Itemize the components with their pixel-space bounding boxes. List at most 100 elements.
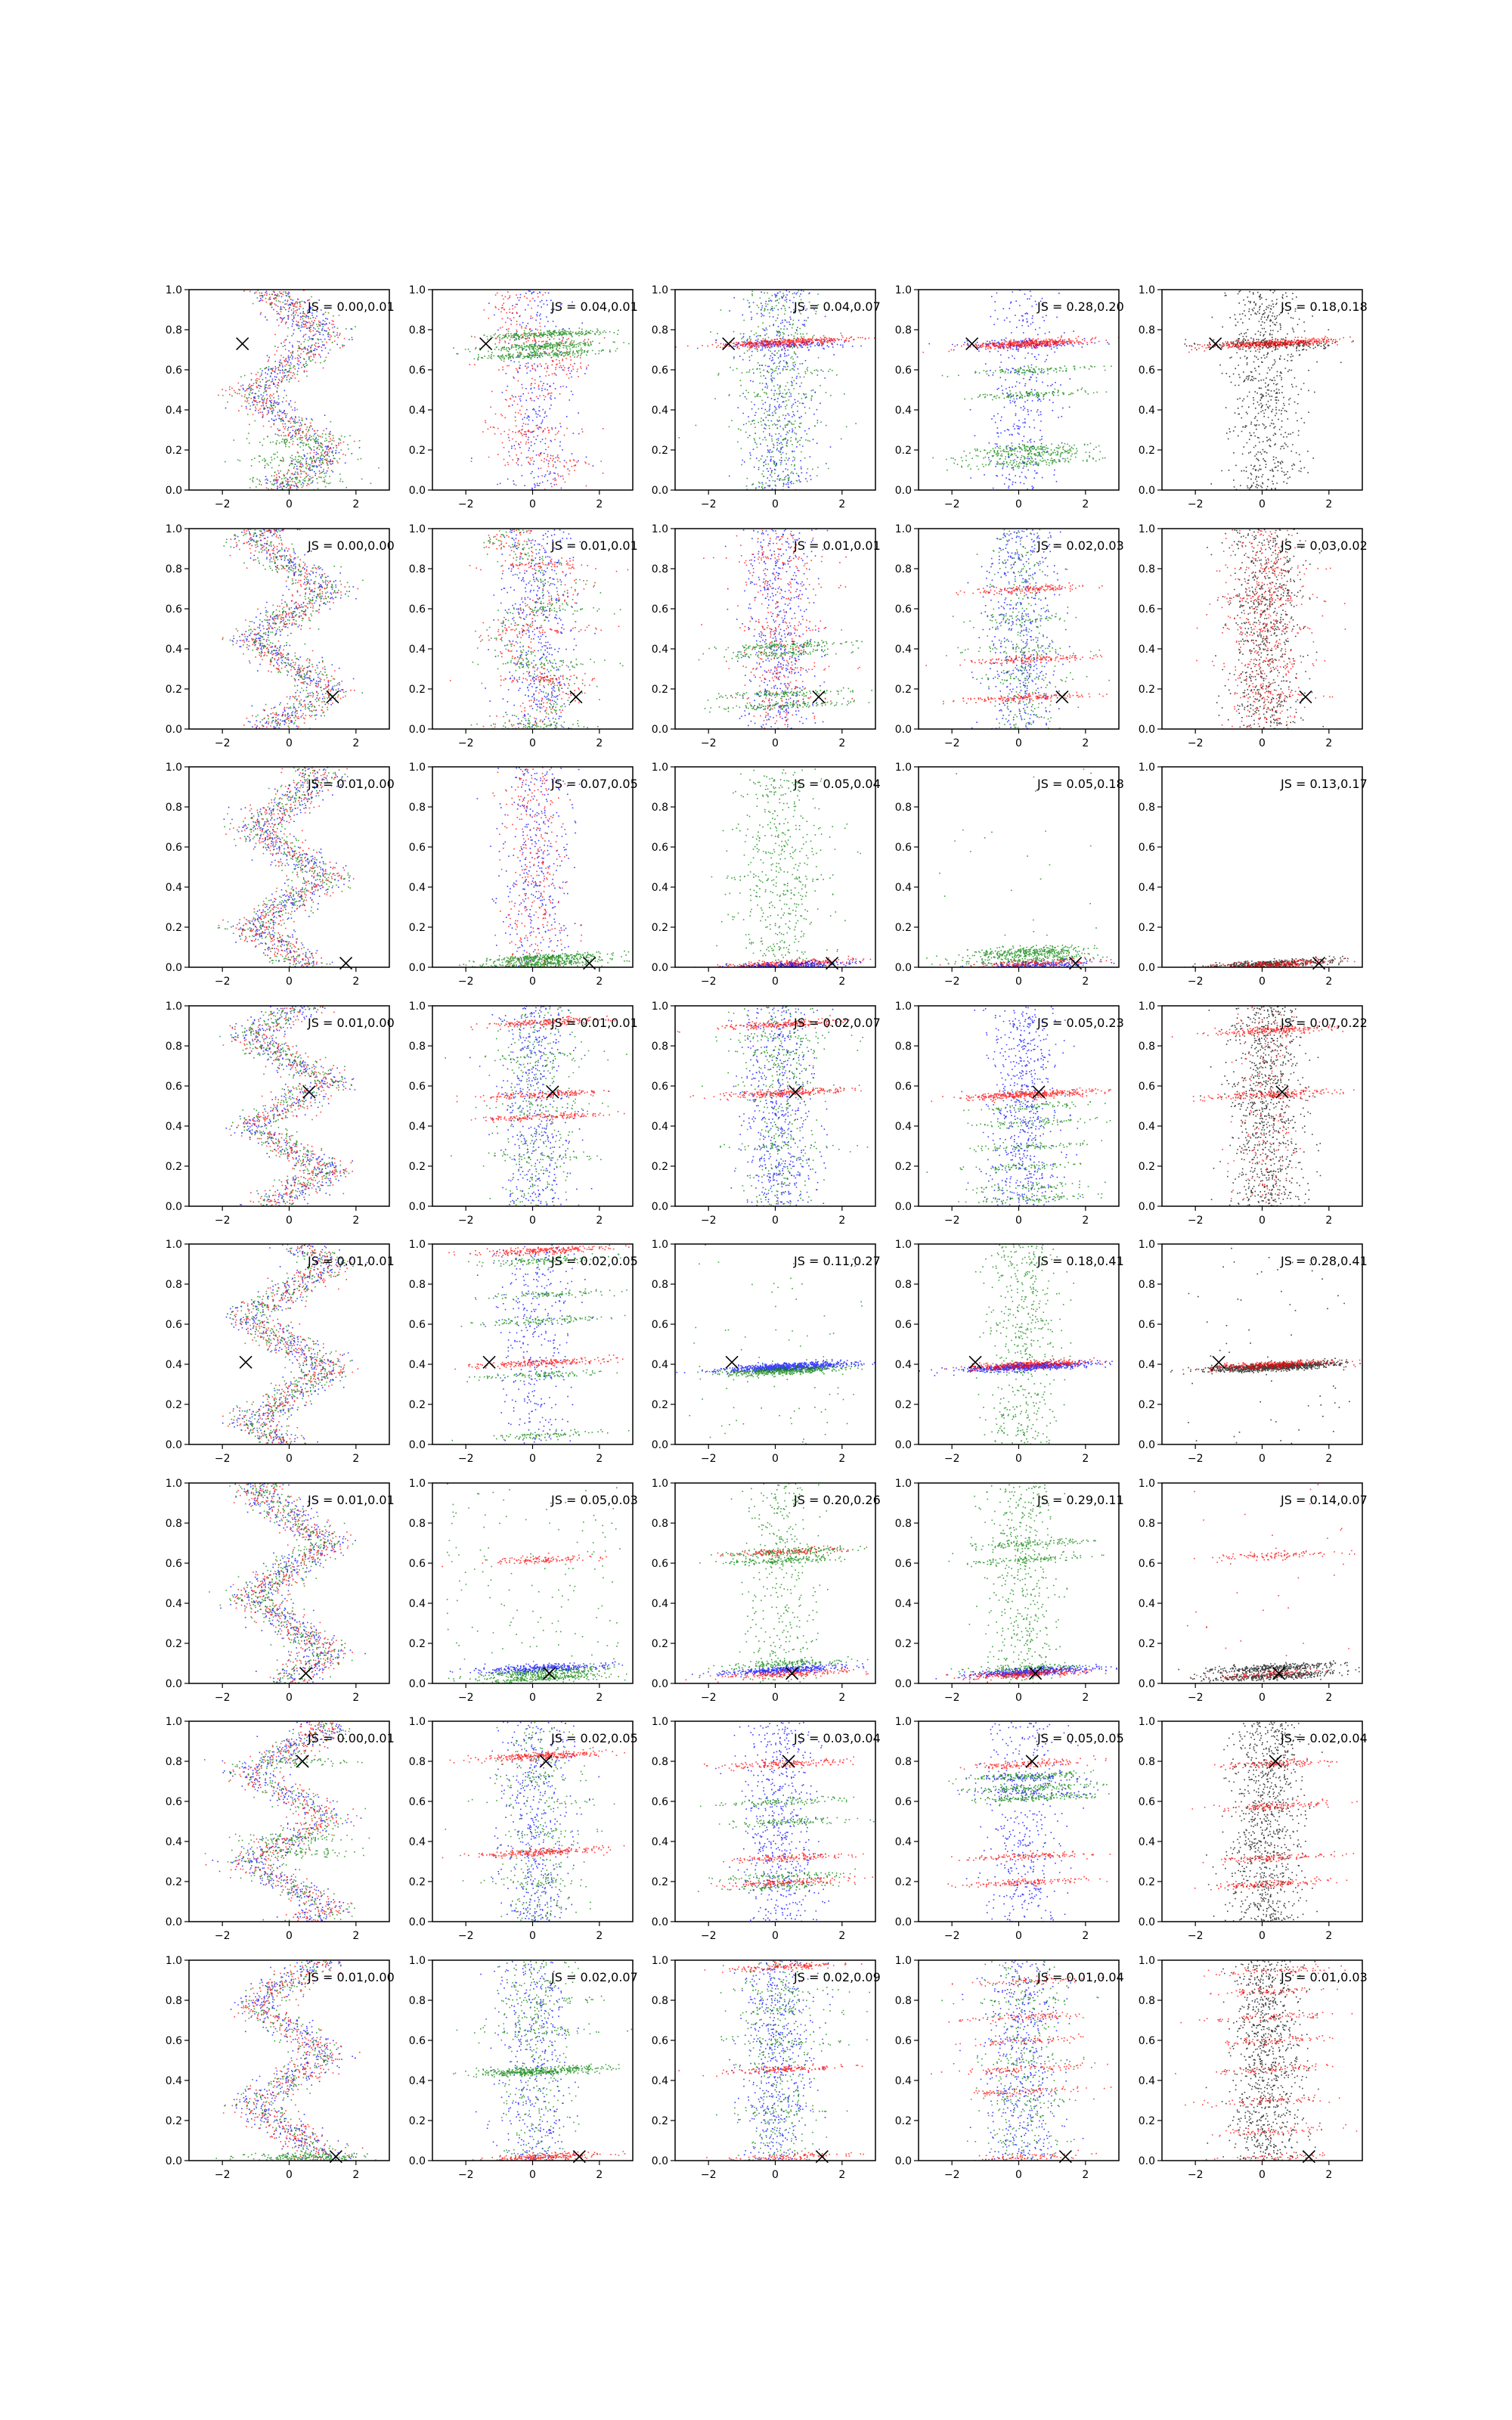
- panel-r5-c4: −2 0 2 0.0 0.2 0.4 0.6 0.8 1.0 JS = 0.18,0.41: [895, 1239, 1124, 1465]
- y-tick-label: 1.0: [652, 762, 668, 774]
- points-red-1: [205, 1721, 358, 1922]
- scatter-points: [442, 1721, 625, 1922]
- y-tick-label: 0.0: [409, 2155, 426, 2167]
- x-tick-label: 0: [529, 498, 536, 510]
- panel-r1-c5: −2 0 2 0.0 0.2 0.4 0.6 0.8 1.0 JS = 0.18,0.18: [1139, 284, 1368, 510]
- y-tick-label: 0.6: [652, 603, 668, 616]
- panel-r1-c2: −2 0 2 0.0 0.2 0.4 0.6 0.8 1.0 JS = 0.04,0.01: [409, 284, 638, 510]
- panel-r5-c5: −2 0 2 0.0 0.2 0.4 0.6 0.8 1.0 JS = 0.28,0.41: [1139, 1239, 1368, 1465]
- x-marker: [965, 337, 979, 351]
- y-tick-label: 0.0: [652, 962, 668, 974]
- y-tick-label: 0.6: [652, 842, 668, 854]
- points-green-1: [939, 768, 1097, 961]
- x-tick-label: −2: [944, 2169, 960, 2181]
- scatter-points: [449, 529, 629, 729]
- points-blue-2: [946, 957, 1115, 967]
- points-green-0: [952, 1484, 1075, 1683]
- points-green-2: [453, 2063, 620, 2078]
- y-tick-label: 0.0: [166, 485, 182, 497]
- x-tick-label: 0: [1015, 1215, 1022, 1227]
- y-tick-label: 0.2: [166, 1876, 182, 1888]
- points-black-0: [1178, 1660, 1360, 1683]
- y-tick-label: 0.4: [166, 1598, 182, 1610]
- y-tick-label: 0.8: [895, 1279, 912, 1291]
- js-annotation: JS = 0.02,0.05: [550, 1731, 638, 1745]
- y-tick-label: 0.6: [1139, 1796, 1155, 1808]
- x-tick-label: −2: [1188, 976, 1204, 988]
- scatter-points: [926, 768, 1115, 967]
- scatter-points: [692, 768, 872, 967]
- scatter-points: [209, 1483, 366, 1683]
- points-blue-0: [728, 1006, 834, 1206]
- points-red-1: [469, 291, 606, 490]
- y-tick-label: 0.8: [1139, 324, 1155, 337]
- points-blue-0: [223, 767, 358, 967]
- y-tick-label: 1.0: [895, 284, 912, 296]
- y-tick-label: 0.0: [1139, 1439, 1155, 1451]
- scatter-points: [203, 1721, 370, 1922]
- x-tick-label: 0: [1259, 976, 1266, 988]
- scatter-points: [453, 290, 633, 490]
- axes-frame: [1161, 1243, 1363, 1445]
- y-tick-label: 0.0: [652, 2155, 668, 2167]
- y-tick-label: 0.2: [652, 684, 668, 696]
- x-tick-label: −2: [701, 1930, 717, 1942]
- y-tick-label: 1.0: [166, 523, 182, 535]
- points-green-2: [697, 1364, 863, 1380]
- y-tick-label: 1.0: [1139, 523, 1155, 535]
- y-tick-label: 0.4: [895, 405, 912, 417]
- points-red-2: [922, 335, 1119, 353]
- y-tick-label: 0.0: [166, 962, 182, 974]
- axes-frame: [432, 528, 634, 730]
- y-tick-label: 0.4: [1139, 644, 1155, 656]
- x-tick-label: 0: [1015, 1453, 1022, 1465]
- y-tick-label: 0.4: [652, 1598, 668, 1610]
- axes-frame: [432, 1482, 634, 1684]
- points-blue-0: [961, 1006, 1081, 1206]
- y-tick-label: 1.0: [409, 1955, 426, 1967]
- y-tick-label: 0.2: [166, 2115, 182, 2127]
- x-marker: [812, 690, 826, 704]
- x-tick-label: 2: [1325, 1692, 1332, 1704]
- y-tick-label: 0.4: [1139, 1598, 1155, 1610]
- y-tick-label: 0.6: [166, 842, 182, 854]
- axes-frame: [432, 289, 634, 491]
- y-tick-label: 0.8: [166, 563, 182, 576]
- y-tick-label: 0.2: [166, 1399, 182, 1411]
- x-tick-label: 2: [1325, 498, 1332, 510]
- js-annotation: JS = 0.05,0.05: [1036, 1731, 1124, 1745]
- y-tick-label: 0.8: [409, 1518, 426, 1530]
- y-tick-label: 0.0: [1139, 1916, 1155, 1928]
- x-tick-label: 0: [1015, 2169, 1022, 2181]
- axes-frame: [432, 1720, 634, 1922]
- points-red-1: [1196, 529, 1346, 729]
- x-tick-label: −2: [215, 1215, 231, 1227]
- y-tick-label: 0.4: [1139, 405, 1155, 417]
- y-tick-label: 1.0: [652, 1001, 668, 1013]
- y-tick-label: 0.0: [895, 1439, 912, 1451]
- x-tick-label: 2: [1325, 2169, 1332, 2181]
- x-marker: [546, 1085, 559, 1099]
- y-tick-label: 0.8: [166, 1279, 182, 1291]
- y-tick-label: 1.0: [166, 1001, 182, 1013]
- y-tick-label: 0.6: [409, 1796, 426, 1808]
- y-tick-label: 0.2: [895, 1876, 912, 1888]
- x-marker: [722, 337, 736, 351]
- x-tick-label: −2: [1188, 1215, 1204, 1227]
- x-tick-label: 2: [596, 1692, 603, 1704]
- scatter-points: [1171, 1006, 1355, 1206]
- y-tick-label: 0.2: [652, 922, 668, 934]
- points-green-1: [948, 1537, 1105, 1674]
- x-tick-label: −2: [458, 498, 474, 510]
- y-tick-label: 0.0: [409, 1439, 426, 1451]
- points-green-0: [967, 1244, 1074, 1444]
- y-tick-label: 0.0: [1139, 1201, 1155, 1213]
- js-annotation: JS = 0.00,0.00: [307, 538, 395, 553]
- x-tick-label: 2: [1082, 1692, 1089, 1704]
- x-tick-label: −2: [701, 1453, 717, 1465]
- points-blue-0: [212, 1721, 362, 1922]
- x-tick-label: −2: [1188, 1453, 1204, 1465]
- y-tick-label: 0.8: [652, 802, 668, 814]
- panel-r6-c5: −2 0 2 0.0 0.2 0.4 0.6 0.8 1.0 JS = 0.14,0.07: [1139, 1478, 1368, 1704]
- y-tick-label: 1.0: [409, 1239, 426, 1251]
